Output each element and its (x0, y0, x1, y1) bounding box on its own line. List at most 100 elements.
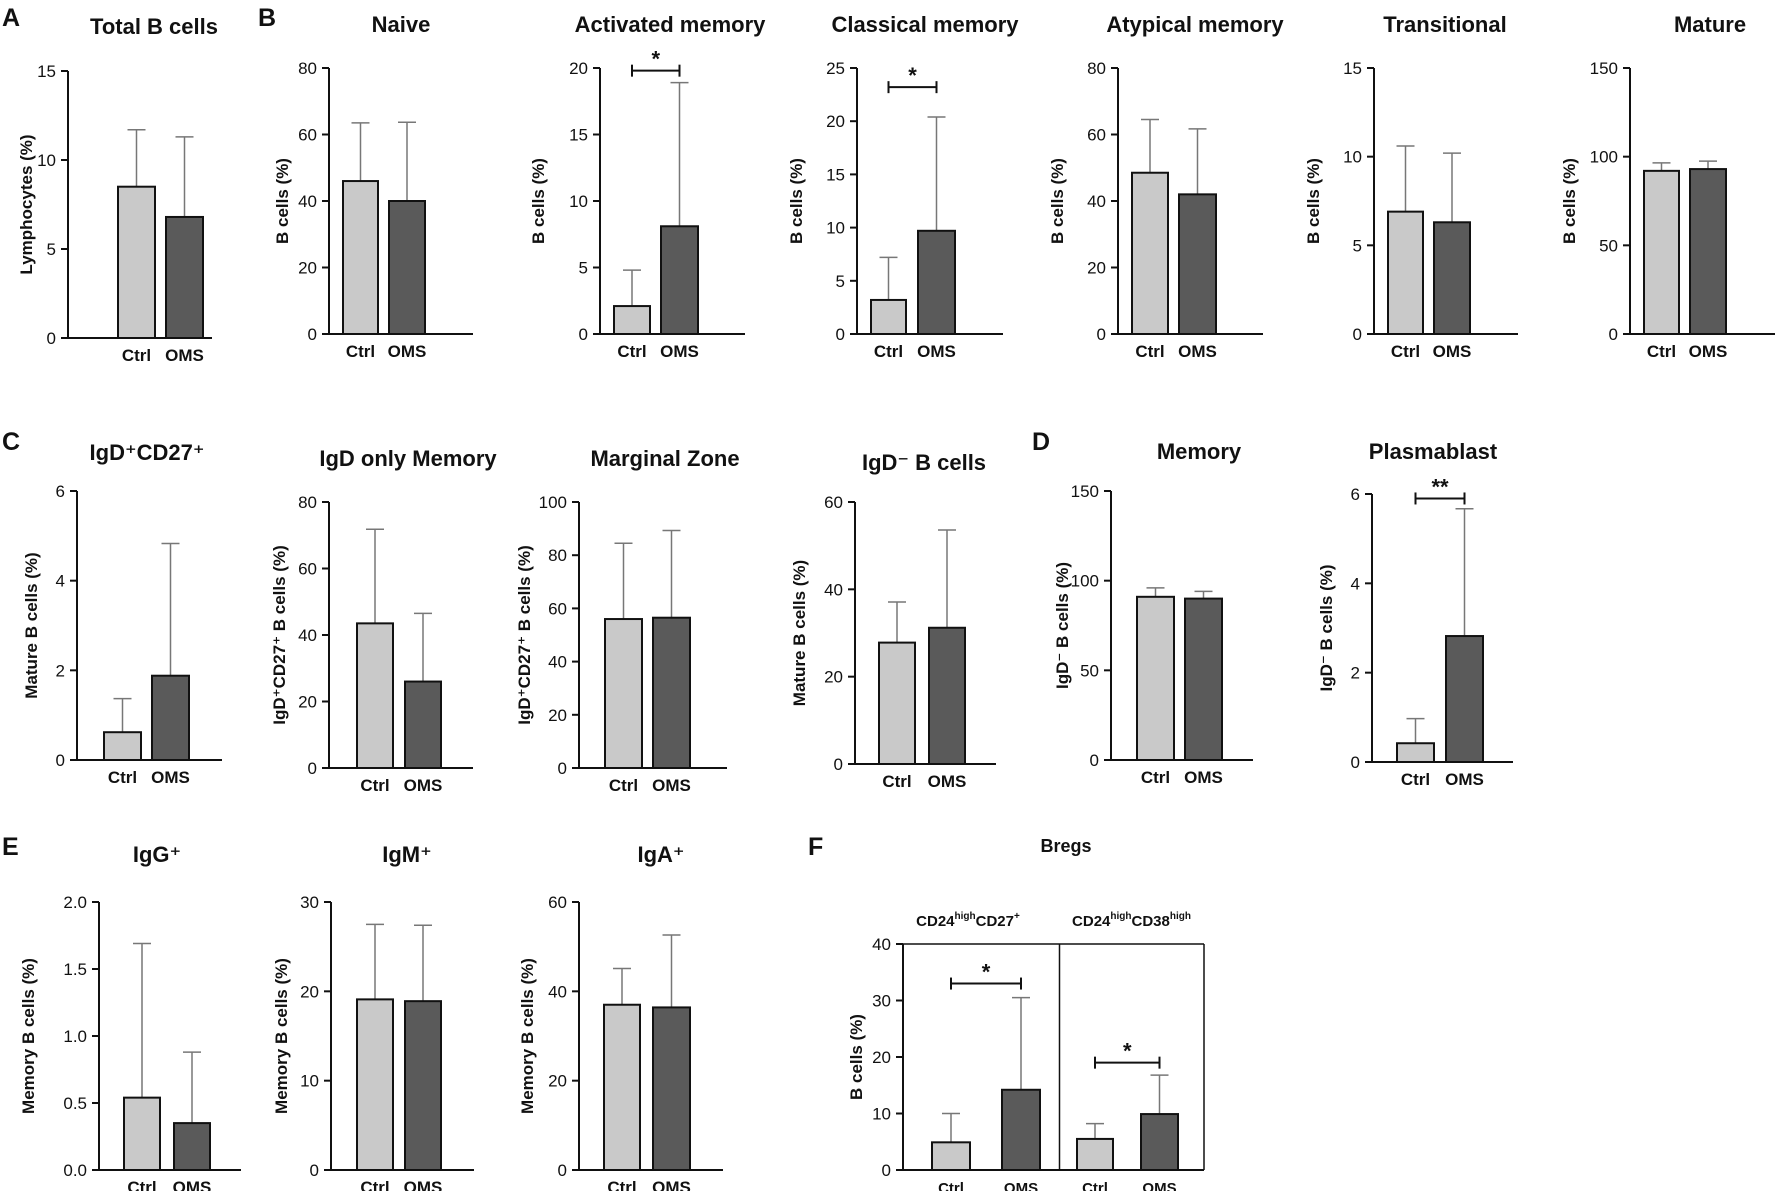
x-tick-label: OMS (1142, 1180, 1176, 1191)
x-tick-label: Ctrl (108, 768, 137, 787)
y-tick-label: 100 (1590, 148, 1618, 167)
y-tick-label: 0 (579, 325, 588, 344)
bar-ctrl (878, 641, 916, 766)
y-tick-label: 5 (836, 272, 845, 291)
chart-c08: C IgD⁺CD27⁺ Mature B cells (%) 0 2 4 6 Ctrl OMS (2, 428, 222, 787)
bar-oms (1184, 597, 1223, 761)
chart-title: Bregs (1040, 836, 1091, 856)
y-tick-label: 150 (1071, 482, 1099, 501)
x-tick-label: OMS (1184, 768, 1223, 787)
y-tick-label: 4 (56, 572, 65, 591)
x-tick-label: Ctrl (127, 1178, 156, 1191)
y-tick-label: 0 (558, 1161, 567, 1180)
bar-oms (404, 680, 442, 769)
bar-oms (1433, 221, 1471, 335)
bar-ctrl (356, 998, 394, 1172)
y-tick-label: 0 (1609, 325, 1618, 344)
bar-oms (404, 1000, 442, 1171)
x-tick-label: Ctrl (609, 776, 638, 795)
significance-marker: * (651, 47, 660, 72)
y-tick-label: 15 (37, 62, 56, 81)
x-tick-label: Ctrl (360, 776, 389, 795)
chart-c17: F Bregs B cells (%) 0 10 20 30 40 CD24highCD27+ C… (808, 833, 1205, 1191)
y-tick-label: 80 (298, 59, 317, 78)
chart-title: Memory (1157, 439, 1242, 464)
panel-label-a: A (2, 4, 20, 32)
chart-title: Total B cells (90, 14, 218, 39)
x-tick-label: Ctrl (122, 346, 151, 365)
chart-c07: Mature B cells (%) 0 50 100 150 Ctrl OMS (1560, 12, 1775, 361)
bar-ctrl (342, 180, 379, 335)
bar-oms (165, 215, 204, 340)
bar-ctrl (870, 298, 907, 335)
y-axis-label: Memory B cells (%) (19, 958, 38, 1114)
y-tick-label: 0 (836, 325, 845, 344)
panel-label-f: F (808, 833, 823, 861)
bar-ctrl (1131, 171, 1169, 335)
y-axis-label: IgD⁺CD27⁺ B cells (%) (270, 545, 289, 725)
bar-ctrl (123, 1096, 161, 1172)
chart-c16: IgA⁺ Memory B cells (%) 0 20 40 60 Ctrl OMS (518, 842, 723, 1191)
x-tick-label: Ctrl (874, 342, 903, 361)
y-tick-label: 0 (882, 1161, 891, 1180)
bar-oms (151, 674, 190, 761)
x-tick-label: Ctrl (938, 1180, 964, 1191)
significance-marker: * (908, 63, 917, 88)
y-tick-label: 100 (1071, 572, 1099, 591)
group-header: CD24highCD38high (1072, 911, 1191, 930)
y-tick-label: 15 (569, 126, 588, 145)
y-tick-label: 40 (824, 580, 843, 599)
bar-oms (1178, 193, 1217, 335)
y-tick-label: 40 (548, 982, 567, 1001)
y-tick-label: 40 (1087, 192, 1106, 211)
chart-c14: E IgG⁺ Memory B cells (%) 0.0 0.5 1.0 1.5 2.0 Ct… (2, 833, 241, 1191)
bar-ctrl (117, 185, 156, 339)
y-tick-label: 60 (548, 599, 567, 618)
y-axis-label: Mature B cells (%) (22, 552, 41, 698)
chart-c13: Plasmablast IgD⁻ B cells (%) 0 2 4 6 Ctrl OMS ** (1317, 439, 1513, 789)
y-axis-label: B cells (%) (847, 1014, 866, 1100)
chart-c09: IgD only Memory IgD⁺CD27⁺ B cells (%) 0 20 4… (270, 446, 497, 795)
y-tick-label: 20 (298, 693, 317, 712)
chart-c10: Marginal Zone IgD⁺CD27⁺ B cells (%) 0 20 40 6… (515, 446, 740, 795)
x-tick-label: OMS (1689, 342, 1728, 361)
bar-oms (388, 200, 426, 335)
y-tick-label: 20 (548, 1072, 567, 1091)
chart-title: IgA⁺ (637, 842, 684, 867)
y-tick-label: 0 (308, 325, 317, 344)
y-axis-label: B cells (%) (1560, 158, 1579, 244)
y-axis-label: Memory B cells (%) (272, 958, 291, 1114)
bar-oms (1001, 1088, 1041, 1172)
y-tick-label: 10 (872, 1105, 891, 1124)
chart-title: Atypical memory (1106, 12, 1284, 37)
y-axis-label: Memory B cells (%) (518, 958, 537, 1114)
x-tick-label: OMS (165, 346, 204, 365)
y-tick-label: 20 (300, 982, 319, 1001)
significance-marker: * (1123, 1039, 1132, 1064)
chart-title: Activated memory (575, 12, 767, 37)
bar-oms (652, 1006, 691, 1171)
chart-c03: Activated memory B cells (%) 0 5 10 15 20 Ctrl O… (529, 12, 766, 361)
y-tick-label: 5 (579, 259, 588, 278)
x-tick-label: OMS (388, 342, 427, 361)
x-tick-label: OMS (1178, 342, 1217, 361)
y-axis-label: IgD⁺CD27⁺ B cells (%) (515, 545, 534, 725)
y-tick-label: 15 (1343, 59, 1362, 78)
y-tick-label: 80 (298, 493, 317, 512)
y-axis-label: B cells (%) (787, 158, 806, 244)
y-tick-label: 10 (1343, 148, 1362, 167)
y-tick-label: 0 (308, 759, 317, 778)
x-tick-label: OMS (652, 776, 691, 795)
bar-oms (928, 626, 966, 766)
y-tick-label: 20 (298, 259, 317, 278)
x-tick-label: Ctrl (882, 772, 911, 791)
y-tick-label: 10 (37, 151, 56, 170)
x-tick-label: Ctrl (360, 1178, 389, 1191)
chart-c12: D Memory IgD⁻ B cells (%) 0 50 100 150 Ctrl OMS (1032, 428, 1253, 787)
x-tick-label: Ctrl (617, 342, 646, 361)
y-tick-label: 60 (298, 560, 317, 579)
x-tick-label: OMS (173, 1178, 212, 1191)
chart-title: Transitional (1383, 12, 1506, 37)
bar-ctrl (604, 618, 643, 769)
chart-c06: Transitional B cells (%) 0 5 10 15 Ctrl OMS (1304, 12, 1518, 361)
